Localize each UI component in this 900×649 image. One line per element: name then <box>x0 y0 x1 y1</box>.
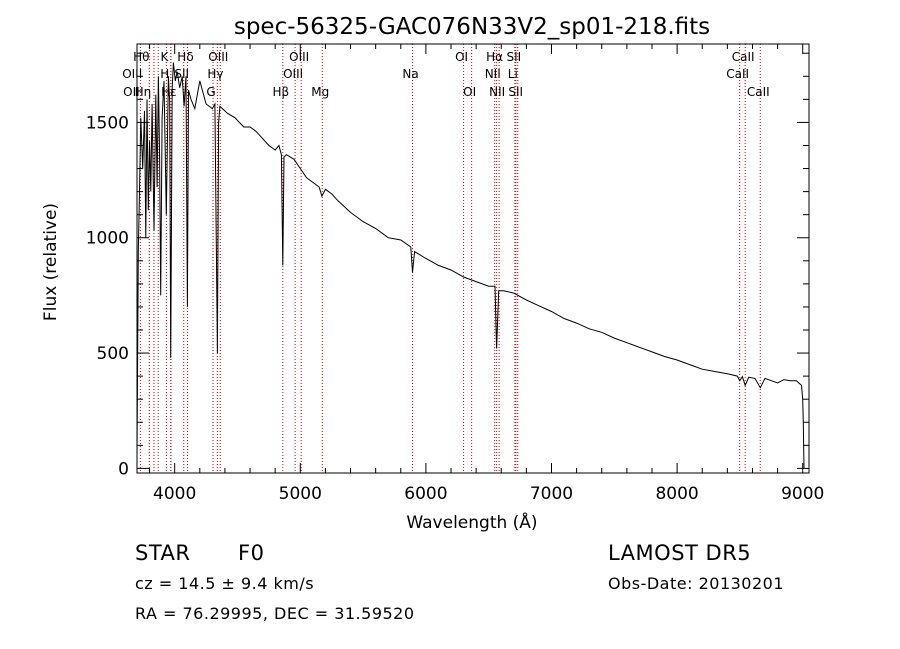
y-axis-label: Flux (relative) <box>41 203 61 321</box>
line-label: Na <box>402 67 418 81</box>
y-tick-label: 1000 <box>86 229 129 249</box>
x-tick-label: 8000 <box>655 484 698 504</box>
x-axis-label: Wavelength (Å) <box>406 511 537 533</box>
y-tick-label: 1500 <box>86 113 129 133</box>
line-label: OIII <box>208 50 228 64</box>
line-label: OIII <box>122 67 142 81</box>
redshift-info: cz = 14.5 ± 9.4 km/s <box>135 574 315 593</box>
line-label: Hθ <box>133 50 149 64</box>
line-label: Hβ <box>272 85 289 99</box>
line-label: OIII <box>289 50 309 64</box>
line-label: Hγ <box>207 67 223 81</box>
x-tick-label: 6000 <box>404 484 447 504</box>
y-tick-label: 0 <box>118 459 129 479</box>
obs-date: Obs-Date: 20130201 <box>608 574 785 593</box>
line-label: OII <box>123 85 140 99</box>
spectrum-line <box>136 62 805 469</box>
line-label: SII <box>508 85 523 99</box>
x-tick-label: 9000 <box>781 484 824 504</box>
coordinates: RA = 76.29995, DEC = 31.59520 <box>135 604 415 623</box>
line-label: NII <box>489 85 505 99</box>
line-label: NII <box>485 67 501 81</box>
chart-title: spec-56325-GAC076N33V2_sp01-218.fits <box>234 14 710 40</box>
line-label: CaII <box>732 50 755 64</box>
line-label: Li <box>508 67 518 81</box>
x-axis: 4000 5000 6000 7000 8000 9000 <box>149 44 824 504</box>
line-label: CaII <box>747 85 770 99</box>
survey-name: LAMOST DR5 <box>608 541 752 565</box>
object-subclass: F0 <box>238 541 265 565</box>
object-class: STAR <box>135 541 191 565</box>
line-label: OIII <box>283 67 303 81</box>
x-tick-label: 5000 <box>279 484 322 504</box>
line-label: Hη <box>135 85 152 99</box>
line-label: OI <box>463 85 476 99</box>
line-label: SII <box>506 50 521 64</box>
line-label: CaII <box>726 67 749 81</box>
line-label: Mg <box>311 85 329 99</box>
y-tick-label: 500 <box>97 344 129 364</box>
plot-frame <box>136 43 810 474</box>
line-label: OI <box>455 50 468 64</box>
line-label: H <box>160 67 169 81</box>
x-tick-label: 4000 <box>153 484 196 504</box>
line-label: G <box>206 85 215 99</box>
line-label: Hδ <box>177 50 193 64</box>
line-label: K <box>160 50 169 64</box>
x-tick-label: 7000 <box>530 484 573 504</box>
y-axis: 0 500 1000 1500 <box>86 52 809 479</box>
